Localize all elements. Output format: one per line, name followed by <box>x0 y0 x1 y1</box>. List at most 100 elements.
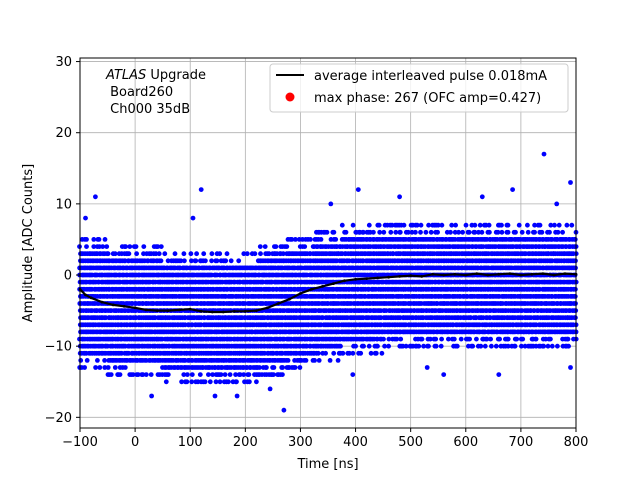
scatter-point <box>123 244 128 250</box>
scatter-point <box>262 244 268 250</box>
scatter-point <box>233 372 239 377</box>
average-pulse-point <box>84 293 87 297</box>
legend-box <box>269 63 569 113</box>
scatter-point <box>439 336 444 342</box>
annotation-experiment-suffix: Upgrade <box>146 68 206 83</box>
scatter-point <box>439 222 445 228</box>
average-pulse-point <box>420 275 424 278</box>
scatter-outlier-point <box>355 187 361 193</box>
scatter-outlier-point <box>441 372 447 377</box>
scatter-point <box>505 336 511 342</box>
scatter-point <box>376 222 382 228</box>
average-pulse-layer <box>78 272 578 314</box>
average-pulse-point <box>232 309 236 313</box>
scatter-point <box>386 336 392 342</box>
average-pulse-point <box>288 297 291 301</box>
scatter-point <box>292 365 298 370</box>
scatter-point <box>381 336 386 342</box>
average-pulse-point <box>530 272 534 276</box>
average-pulse-point <box>541 272 545 275</box>
scatter-point <box>505 222 511 228</box>
scatter-point <box>516 222 522 228</box>
scatter-point <box>456 229 461 235</box>
scatter-point <box>289 237 295 242</box>
scatter-point <box>102 237 108 242</box>
scatter-point <box>446 336 451 342</box>
scatter-point <box>452 229 458 235</box>
scatter-point <box>361 229 366 235</box>
scatter-point <box>525 222 530 228</box>
scatter-point <box>189 258 194 264</box>
scatter-point <box>556 222 562 228</box>
scatter-point <box>213 379 219 385</box>
scatter-point <box>162 251 168 257</box>
scatter-point <box>343 229 349 235</box>
scatter-point <box>84 237 89 242</box>
scatter-point <box>104 244 110 250</box>
scatter-point <box>438 343 444 349</box>
experiment-annotation: ATLAS Upgrade Board260 Ch000 35dB <box>105 68 206 117</box>
scatter-point <box>100 244 106 250</box>
scatter-outlier-point <box>568 365 573 370</box>
average-pulse-point <box>552 273 556 277</box>
scatter-point <box>555 343 560 349</box>
scatter-outlier-point <box>149 393 155 399</box>
scatter-point <box>210 372 216 377</box>
scatter-point <box>470 343 476 349</box>
y-axis-label: Amplitude [ADC Counts] <box>21 164 36 322</box>
scatter-point <box>433 336 439 342</box>
scatter-points <box>77 151 579 413</box>
scatter-point <box>331 229 337 235</box>
scatter-point <box>566 343 571 349</box>
scatter-point <box>472 229 478 235</box>
scatter-point <box>460 229 465 235</box>
legend-label-average-pulse: average interleaved pulse 0.018mA <box>314 69 547 84</box>
scatter-point <box>158 244 164 250</box>
scatter-point <box>463 222 469 228</box>
scatter-point <box>217 251 223 257</box>
scatter-point <box>140 372 146 377</box>
scatter-point <box>418 222 424 228</box>
scatter-point <box>548 336 553 342</box>
y-tick-label: 20 <box>55 126 72 141</box>
scatter-point <box>477 222 483 228</box>
scatter-point <box>537 222 543 228</box>
scatter-point <box>155 244 161 250</box>
scatter-point <box>541 343 547 349</box>
scatter-point <box>340 350 346 356</box>
scatter-point <box>257 244 263 250</box>
scatter-outlier-point <box>234 393 240 399</box>
scatter-point <box>366 343 372 349</box>
scatter-outlier-point <box>267 386 273 392</box>
average-pulse-point <box>144 308 148 312</box>
scatter-point <box>207 379 213 385</box>
scatter-point <box>222 372 228 377</box>
scatter-point <box>223 258 229 264</box>
scatter-outlier-point <box>554 201 560 207</box>
scatter-point <box>448 229 453 235</box>
average-pulse-point <box>210 310 214 314</box>
average-pulse-point <box>277 302 280 305</box>
scatter-outlier-point <box>93 194 98 200</box>
scatter-point <box>381 229 387 235</box>
average-pulse-point <box>122 304 126 308</box>
annotation-experiment: ATLAS <box>105 68 146 83</box>
scatter-point <box>482 343 488 349</box>
scatter-point <box>545 343 551 349</box>
average-pulse-point <box>475 272 479 275</box>
scatter-point <box>421 343 426 349</box>
average-pulse-point <box>255 309 258 312</box>
scatter-point <box>284 244 290 250</box>
scatter-point <box>549 343 555 349</box>
scatter-point <box>532 229 537 235</box>
scatter-point <box>458 336 464 342</box>
scatter-point <box>478 343 484 349</box>
scatter-point <box>514 336 520 342</box>
scatter-point <box>297 365 303 370</box>
scatter-point <box>102 365 108 370</box>
scatter-point <box>234 379 239 385</box>
scatter-point <box>163 379 169 385</box>
scatter-point <box>512 343 518 349</box>
scatter-outlier-point <box>281 407 287 413</box>
